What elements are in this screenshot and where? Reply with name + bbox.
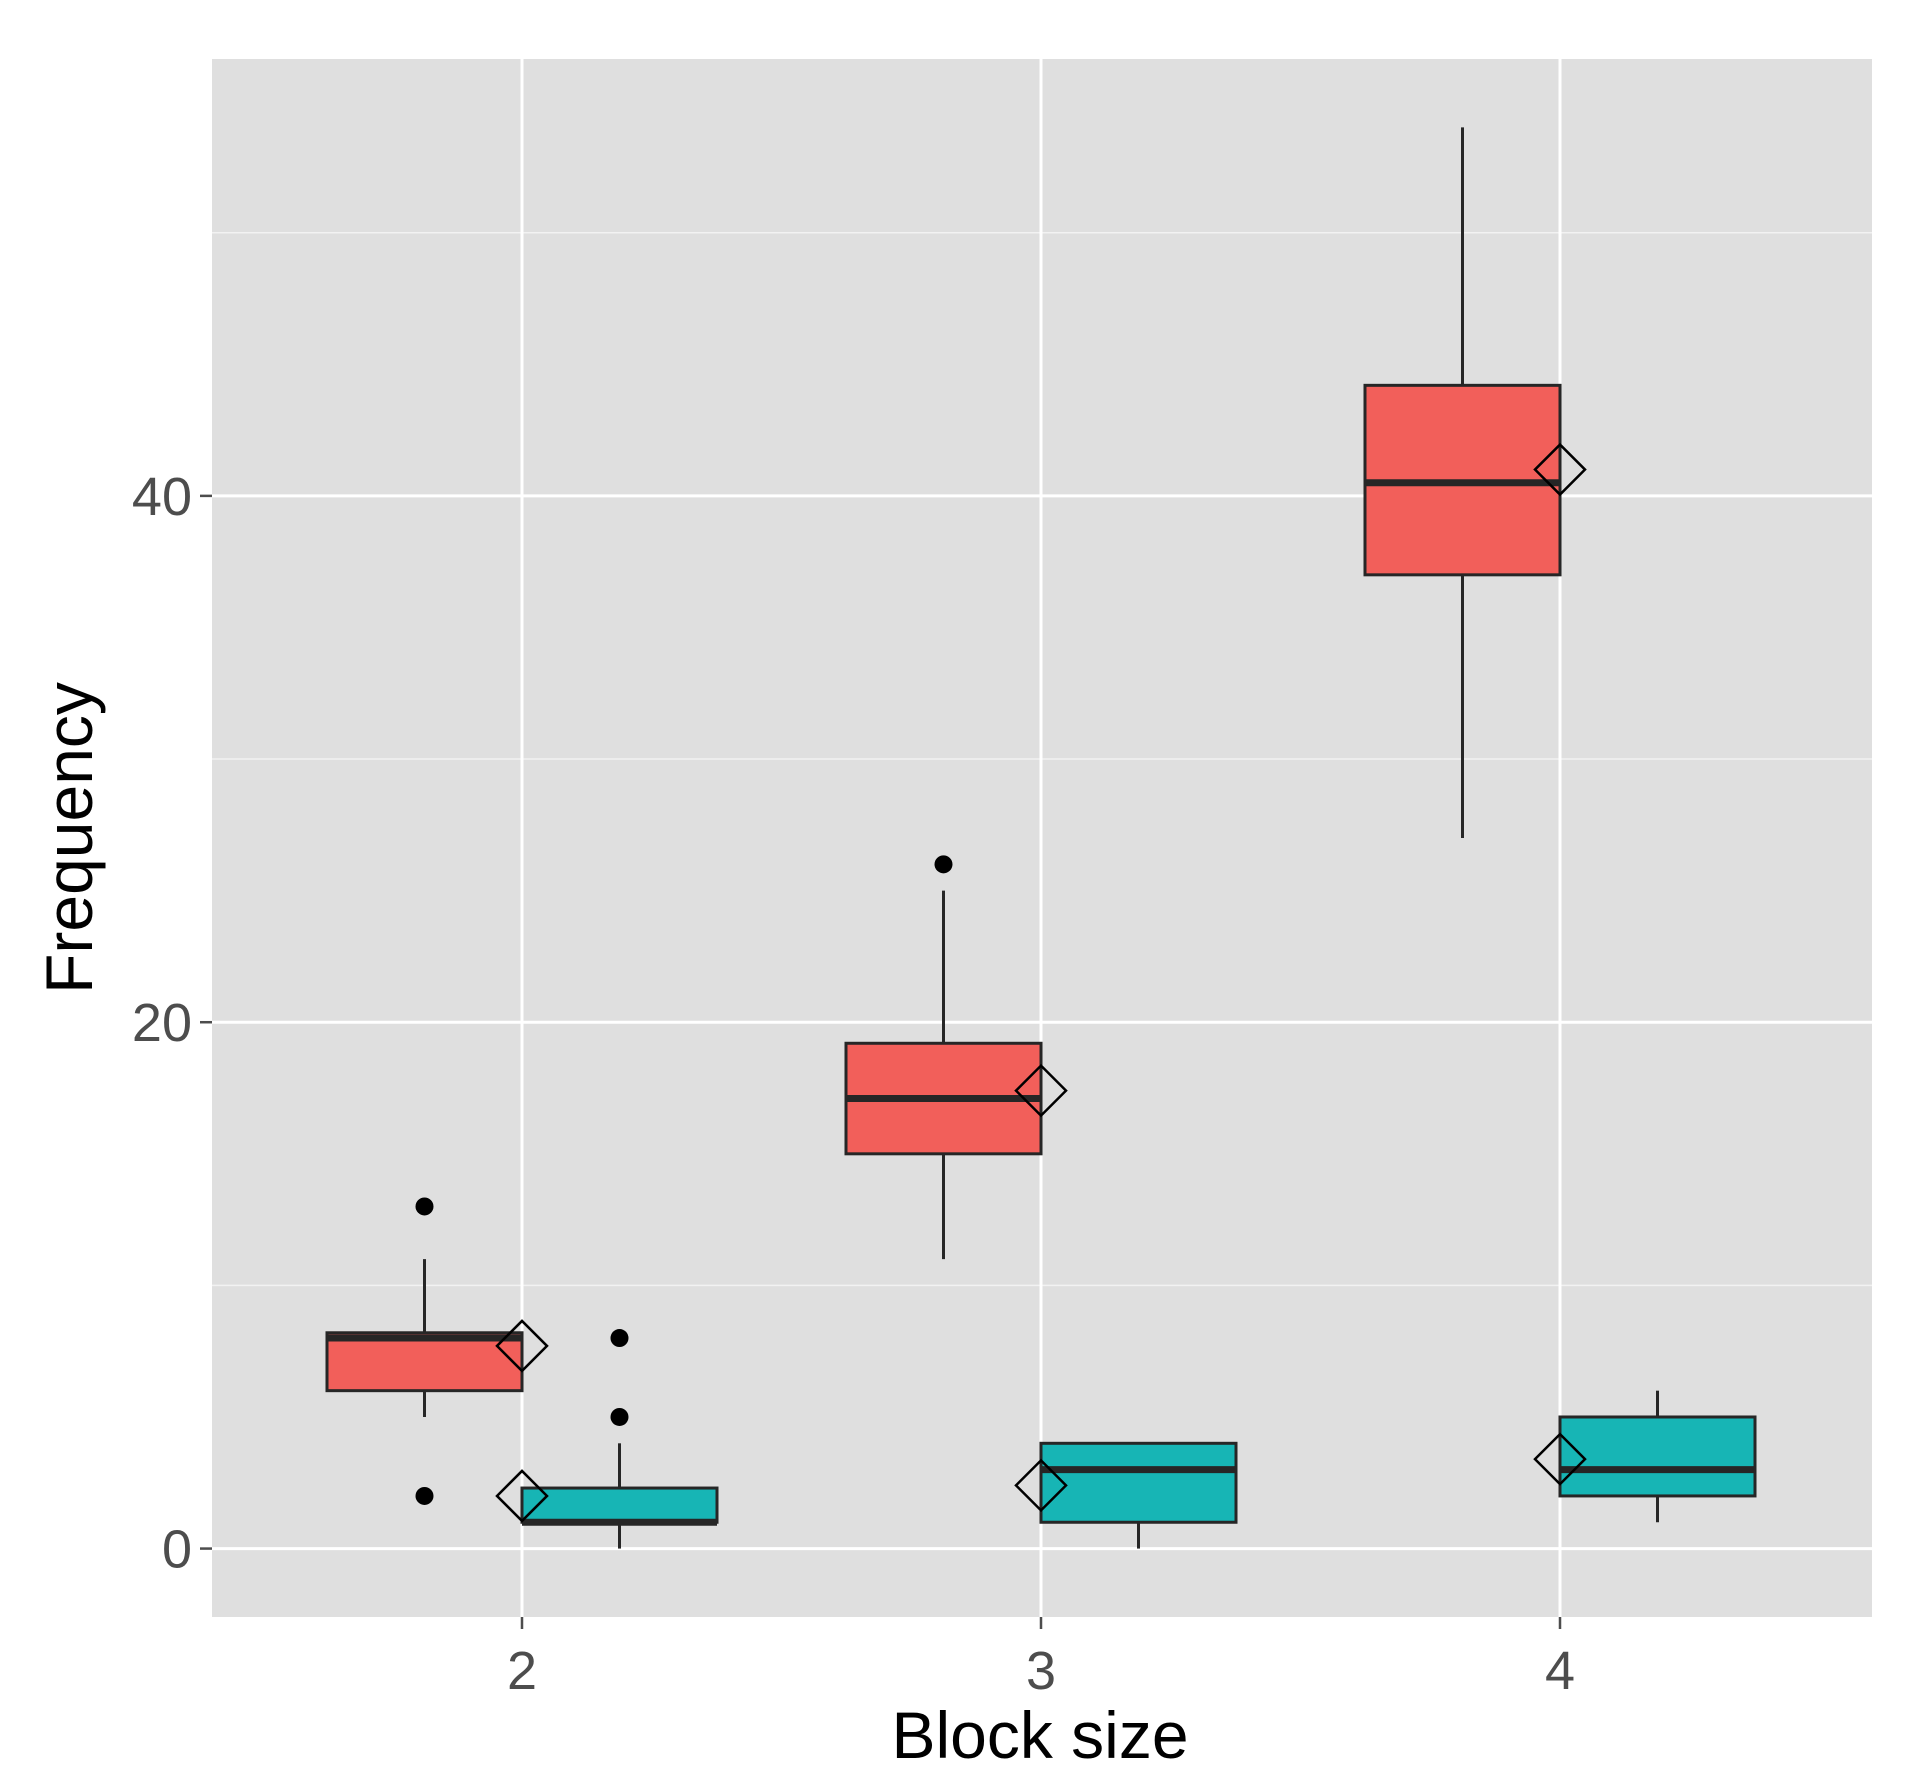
mean-diamond xyxy=(1014,1063,1068,1118)
outlier-point xyxy=(415,1486,434,1505)
box-body xyxy=(325,1331,524,1393)
mean-diamond xyxy=(495,1319,549,1373)
x-tick-label: 3 xyxy=(1026,1641,1056,1701)
box-group-red-2 xyxy=(325,1197,549,1505)
box-body xyxy=(1039,1441,1238,1524)
y-axis-title: Frequency xyxy=(32,682,106,994)
mean-diamond xyxy=(1533,442,1587,497)
box-group-teal-2 xyxy=(495,1329,719,1549)
box-body xyxy=(1558,1415,1757,1498)
boxes-layer xyxy=(325,127,1757,1549)
box-group-red-4 xyxy=(1363,127,1587,838)
y-tick-label: 20 xyxy=(132,993,192,1053)
mean-diamond xyxy=(1014,1458,1068,1513)
outlier-point xyxy=(610,1329,629,1348)
mean-diamond xyxy=(1533,1432,1587,1486)
box-body xyxy=(520,1486,719,1524)
outlier-point xyxy=(415,1197,434,1216)
mean-diamond xyxy=(495,1469,549,1523)
box-group-teal-4 xyxy=(1533,1390,1757,1523)
box-group-red-3 xyxy=(844,855,1068,1260)
axes-layer: 0 20 40 2 3 4 xyxy=(132,467,1575,1701)
box-group-teal-3 xyxy=(1014,1441,1238,1549)
y-tick-label: 40 xyxy=(132,467,192,527)
y-tick-label: 0 xyxy=(162,1520,192,1580)
x-axis-title: Block size xyxy=(891,1698,1188,1772)
outlier-point xyxy=(610,1407,629,1426)
outlier-point xyxy=(934,855,953,874)
x-tick-label: 2 xyxy=(507,1641,537,1701)
x-tick-label: 4 xyxy=(1545,1641,1575,1701)
